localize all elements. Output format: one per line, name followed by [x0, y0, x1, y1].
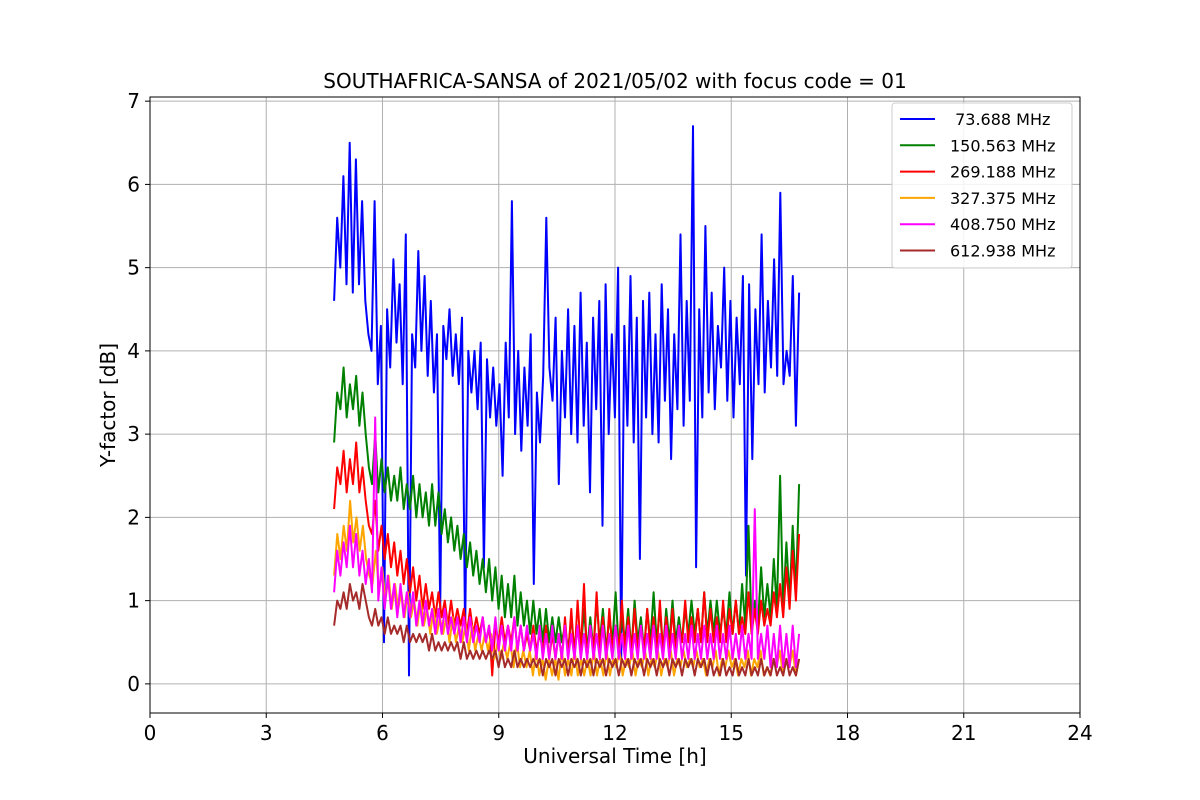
- y-axis-title: Y-factor [dB]: [96, 343, 120, 468]
- x-tick-label: 15: [719, 721, 744, 745]
- y-tick-label: 6: [127, 172, 140, 196]
- legend-label-2: 269.188 MHz: [950, 163, 1055, 182]
- chart-title: SOUTHAFRICA-SANSA of 2021/05/02 with foc…: [323, 69, 907, 93]
- x-tick-label: 9: [492, 721, 505, 745]
- y-tick-label: 4: [127, 339, 140, 363]
- x-axis: 0 3 6 9 12 15 18 21 24: [144, 713, 1093, 745]
- y-tick-label: 5: [127, 256, 140, 280]
- legend-label-3: 327.375 MHz: [950, 189, 1055, 208]
- series-group: [333, 125, 801, 681]
- y-axis: 0 1 2 3 4 5 6 7: [127, 89, 150, 696]
- x-tick-label: 0: [144, 721, 157, 745]
- y-tick-label: 2: [127, 505, 140, 529]
- x-tick-label: 12: [602, 721, 627, 745]
- y-tick-label: 7: [127, 89, 140, 113]
- series-line-4: [333, 416, 801, 669]
- x-tick-label: 18: [835, 721, 860, 745]
- x-tick-label: 21: [951, 721, 976, 745]
- legend-label-1: 150.563 MHz: [950, 136, 1055, 155]
- legend-box: [891, 102, 1073, 269]
- series-line-5: [333, 583, 801, 677]
- y-tick-label: 3: [127, 422, 140, 446]
- legend: 73.688 MHz 150.563 MHz 269.188 MHz 327.375 …: [891, 102, 1073, 269]
- legend-label-5: 612.938 MHz: [950, 242, 1055, 261]
- y-tick-label: 1: [127, 589, 140, 613]
- x-tick-label: 24: [1067, 721, 1092, 745]
- legend-label-0: 73.688 MHz: [950, 110, 1050, 129]
- legend-label-4: 408.750 MHz: [950, 215, 1055, 234]
- series-line-0: [333, 125, 801, 677]
- y-tick-label: 0: [127, 672, 140, 696]
- x-tick-label: 3: [260, 721, 273, 745]
- x-axis-title: Universal Time [h]: [523, 744, 706, 768]
- x-tick-label: 6: [376, 721, 389, 745]
